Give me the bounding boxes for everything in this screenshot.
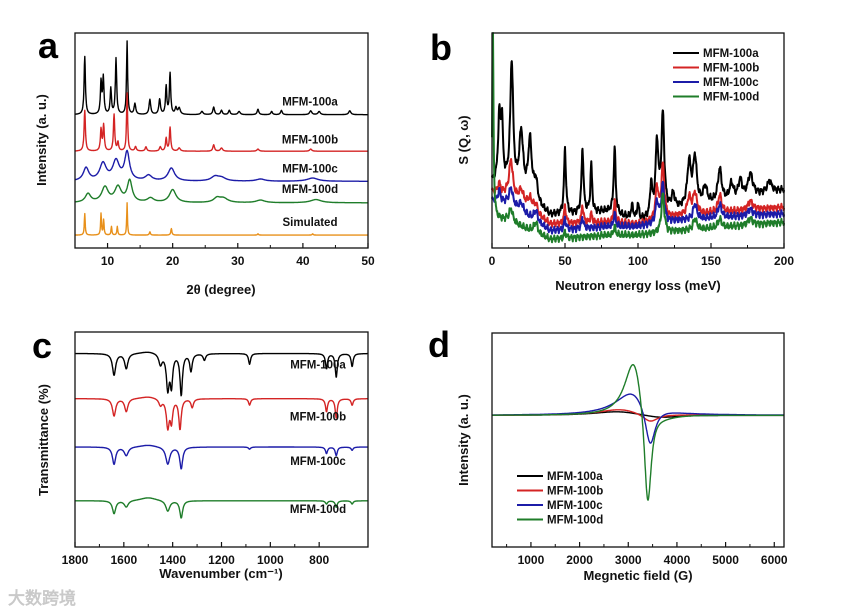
y-axis-label: S (Q, ω) <box>456 115 471 164</box>
series-label: MFM-100b <box>282 134 338 146</box>
x-tick-label: 50 <box>558 254 572 268</box>
series-line-mfm-100a <box>74 40 369 116</box>
x-tick-label: 3000 <box>615 553 642 567</box>
x-tick-label: 200 <box>774 254 794 268</box>
legend-label: MFM-100b <box>547 486 603 498</box>
legend-label: MFM-100a <box>547 471 603 483</box>
x-tick-label: 2000 <box>566 553 593 567</box>
series-label: MFM-100b <box>290 412 346 424</box>
legend-label: MFM-100d <box>547 515 603 527</box>
x-tick-label: 1400 <box>159 553 186 567</box>
x-axis-label: 2θ (degree) <box>186 282 255 297</box>
panel-c: MFM-100a MFM-100b MFM-100c MFM-100d 1800 1600… <box>32 325 369 581</box>
panel-letter: d <box>428 324 450 365</box>
series-line-mfm-100d <box>491 32 785 244</box>
plot-frame <box>74 32 369 249</box>
x-axis-label: Megnetic field (G) <box>583 568 692 583</box>
series-line-mfm-100d <box>491 364 785 501</box>
panel-letter: a <box>38 25 59 66</box>
series-line-mfm-100b <box>74 92 369 152</box>
x-tick-label: 1200 <box>208 553 235 567</box>
y-axis-label: Intensity (a. u.) <box>34 94 49 186</box>
series-line-mfm-100a <box>491 60 785 221</box>
legend-label: MFM-100d <box>703 92 759 104</box>
series-line-mfm-100d <box>74 178 369 204</box>
series-line-mfm-100c <box>74 149 369 182</box>
x-tick-label: 10 <box>101 254 115 268</box>
x-tick-label: 1000 <box>518 553 545 567</box>
series-label: MFM-100c <box>282 163 338 175</box>
x-tick-label: 0 <box>489 254 496 268</box>
series-label: Simulated <box>283 217 338 229</box>
series-line-mfm-100c <box>491 180 785 235</box>
panel-d: MFM-100a MFM-100b MFM-100c MFM-100d 1000 2000… <box>428 324 788 583</box>
series-line-simulated <box>74 202 369 236</box>
x-tick-label: 150 <box>701 254 721 268</box>
panel-letter: c <box>32 325 52 366</box>
series-label: MFM-100d <box>290 504 346 516</box>
x-axis-label: Wavenumber (cm⁻¹) <box>159 566 282 581</box>
x-tick-label: 6000 <box>761 553 788 567</box>
series-label: MFM-100a <box>290 360 346 372</box>
panel-b: MFM-100a MFM-100b MFM-100c MFM-100d 0 50 100 15… <box>430 27 794 293</box>
series-line-mfm-100a <box>74 351 369 397</box>
x-tick-label: 50 <box>361 254 375 268</box>
legend-label: MFM-100c <box>703 77 759 89</box>
series-label: MFM-100a <box>282 97 338 109</box>
x-tick-label: 1800 <box>62 553 89 567</box>
x-tick-label: 5000 <box>712 553 739 567</box>
legend-label: MFM-100c <box>547 500 603 512</box>
x-axis-label: Neutron energy loss (meV) <box>555 278 720 293</box>
series-line-mfm-100c <box>491 393 785 444</box>
plot-frame <box>491 332 785 548</box>
series-line-mfm-100d <box>74 497 369 519</box>
series-label: MFM-100c <box>290 456 346 468</box>
x-tick-label: 1600 <box>110 553 137 567</box>
y-axis-label: Intensity (a. u.) <box>456 394 471 486</box>
panel-a: MFM-100a MFM-100b MFM-100c MFM-100d Simulate… <box>34 25 375 297</box>
watermark-logo: 大数跨境 <box>8 588 76 608</box>
series-label: MFM-100d <box>282 184 338 196</box>
x-tick-label: 4000 <box>664 553 691 567</box>
x-tick-label: 100 <box>628 254 648 268</box>
x-tick-label: 1000 <box>257 553 284 567</box>
x-tick-label: 30 <box>231 254 245 268</box>
legend-label: MFM-100a <box>703 48 759 60</box>
legend-label: MFM-100b <box>703 63 759 75</box>
panel-letter: b <box>430 27 452 68</box>
series-line-mfm-100c <box>74 444 369 470</box>
series-line-mfm-100b <box>74 396 369 431</box>
y-axis-label: Transmittance (%) <box>36 384 51 496</box>
x-tick-label: 800 <box>309 553 329 567</box>
x-tick-label: 20 <box>166 254 180 268</box>
x-tick-label: 40 <box>296 254 310 268</box>
